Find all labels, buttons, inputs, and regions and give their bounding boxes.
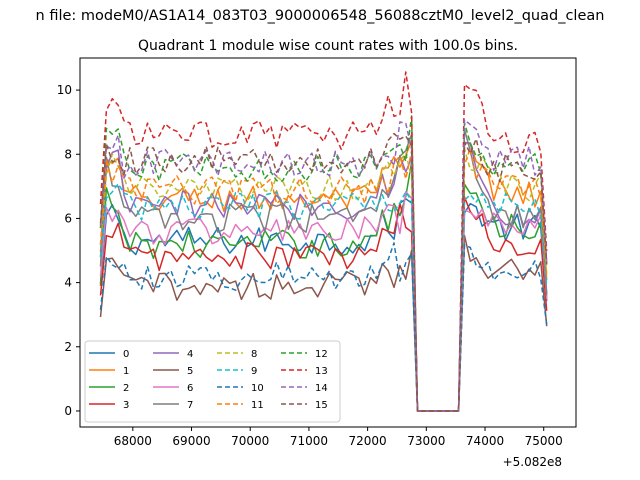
legend-label-0: 0 xyxy=(123,349,129,360)
series-line-15 xyxy=(99,132,548,412)
x-tick-label: 74000 xyxy=(466,434,504,448)
y-tick-label: 0 xyxy=(64,404,72,418)
series-layer xyxy=(99,71,548,412)
x-tick-label: 75000 xyxy=(525,434,563,448)
legend-label-7: 7 xyxy=(187,400,193,411)
legend-label-11: 11 xyxy=(251,400,264,411)
legend-label-12: 12 xyxy=(315,349,328,360)
series-line-8 xyxy=(99,148,548,412)
chart-suptitle: n file: modeM0/AS1A14_083T03_9000006548_… xyxy=(36,8,605,24)
plot-frame xyxy=(79,57,577,428)
y-tick-label: 8 xyxy=(64,147,72,161)
series-line-9 xyxy=(99,182,548,412)
series-line-13 xyxy=(99,71,548,412)
x-tick-label: 69000 xyxy=(172,434,210,448)
y-tick-label: 4 xyxy=(64,276,72,290)
legend-label-6: 6 xyxy=(187,383,193,394)
x-offset-label: +5.082e8 xyxy=(503,455,562,469)
legend-label-10: 10 xyxy=(251,383,264,394)
x-tick-label: 72000 xyxy=(349,434,387,448)
series-line-2 xyxy=(99,161,548,412)
series-line-5 xyxy=(99,234,548,412)
x-tick-label: 70000 xyxy=(231,434,269,448)
legend-label-4: 4 xyxy=(187,349,193,360)
y-tick-label: 6 xyxy=(64,211,72,225)
y-tick-label: 10 xyxy=(57,83,72,97)
y-axis: 0 2 4 6 8 10 xyxy=(57,83,80,418)
x-tick-label: 68000 xyxy=(114,434,152,448)
legend-label-3: 3 xyxy=(123,400,129,411)
legend-label-13: 13 xyxy=(315,366,328,377)
series-line-10 xyxy=(99,242,548,412)
chart-title: Quadrant 1 module wise count rates with … xyxy=(138,38,518,54)
series-line-4 xyxy=(99,141,548,412)
series-line-12 xyxy=(99,115,548,412)
legend-label-15: 15 xyxy=(315,400,328,411)
x-tick-label: 71000 xyxy=(290,434,328,448)
legend-label-5: 5 xyxy=(187,366,193,377)
legend-label-9: 9 xyxy=(251,366,257,377)
legend-label-14: 14 xyxy=(315,383,328,394)
x-axis: 68000 69000 70000 71000 72000 73000 74000 75000 xyxy=(114,427,563,448)
series-line-6 xyxy=(99,191,548,412)
legend-label-8: 8 xyxy=(251,349,257,360)
y-tick-label: 2 xyxy=(64,340,72,354)
x-tick-label: 73000 xyxy=(407,434,445,448)
legend-box xyxy=(84,340,341,423)
legend-label-1: 1 xyxy=(123,366,129,377)
legend-label-2: 2 xyxy=(123,383,129,394)
series-line-11 xyxy=(99,147,548,412)
series-line-0 xyxy=(99,198,548,412)
